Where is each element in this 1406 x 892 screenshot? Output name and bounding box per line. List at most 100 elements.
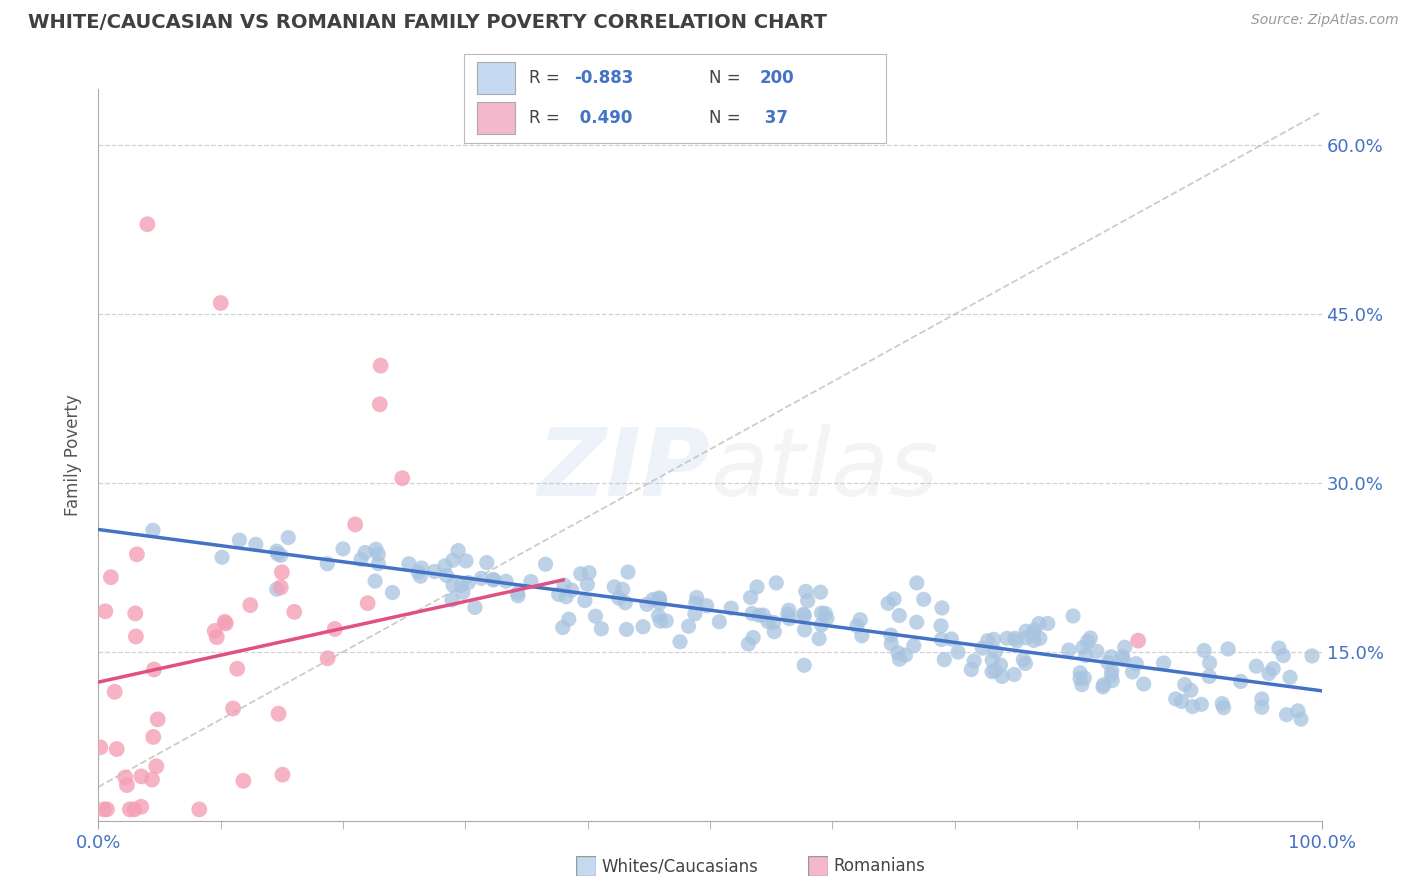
Point [880, 628, 903, 642]
Point [612, 582, 634, 597]
Point [903, 639, 925, 653]
Point [356, 596, 378, 610]
Point [752, 608, 775, 623]
Point [1069, 665, 1091, 680]
Point [877, 596, 900, 610]
Point [441, 578, 464, 592]
Point [232, 773, 254, 788]
Text: Romanians: Romanians [834, 857, 925, 875]
Point [889, 652, 911, 666]
Point [748, 608, 770, 623]
Point [104, 685, 127, 699]
Point [1057, 643, 1080, 657]
Point [436, 568, 458, 582]
Point [1250, 700, 1272, 714]
Point [815, 611, 838, 625]
Point [1128, 633, 1150, 648]
Text: R =: R = [530, 69, 560, 87]
Point [245, 537, 267, 551]
Point [763, 624, 786, 639]
Text: Source: ZipAtlas.com: Source: ZipAtlas.com [1251, 13, 1399, 28]
Point [669, 634, 692, 648]
Point [643, 592, 665, 607]
Point [793, 608, 815, 623]
Point [1257, 666, 1279, 681]
Point [1005, 634, 1028, 648]
Point [1022, 626, 1045, 640]
Text: R =: R = [530, 109, 560, 127]
Point [323, 622, 346, 636]
Point [277, 531, 299, 545]
Point [741, 607, 763, 621]
Point [267, 706, 290, 721]
Point [990, 658, 1012, 673]
Point [912, 592, 935, 607]
Point [1170, 694, 1192, 708]
Text: ZIP: ZIP [537, 424, 710, 516]
Point [1091, 680, 1114, 694]
Point [470, 571, 492, 585]
Point [745, 580, 768, 594]
Point [105, 742, 128, 756]
Point [614, 596, 637, 610]
Point [983, 632, 1005, 647]
Point [1192, 643, 1215, 657]
Point [931, 632, 953, 647]
Point [778, 603, 800, 617]
Point [1198, 669, 1220, 683]
Point [270, 566, 292, 580]
Point [1085, 644, 1108, 658]
Point [520, 574, 543, 589]
Point [1301, 648, 1323, 663]
Point [316, 557, 339, 571]
Point [561, 582, 583, 597]
Point [1078, 631, 1101, 645]
Point [411, 561, 433, 575]
Point [129, 799, 152, 814]
Text: N =: N = [709, 69, 740, 87]
Point [506, 589, 529, 603]
Point [211, 550, 233, 565]
Point [115, 778, 138, 792]
Point [1022, 633, 1045, 648]
Point [96, 802, 118, 816]
Text: WHITE/CAUCASIAN VS ROMANIAN FAMILY POVERTY CORRELATION CHART: WHITE/CAUCASIAN VS ROMANIAN FAMILY POVER… [28, 13, 827, 32]
Point [934, 652, 956, 666]
Point [963, 654, 986, 668]
Point [810, 606, 832, 620]
Point [145, 759, 167, 773]
Point [367, 557, 389, 571]
Point [648, 596, 671, 610]
Point [1077, 634, 1099, 648]
Point [1112, 652, 1135, 666]
Point [1275, 707, 1298, 722]
Point [1092, 678, 1115, 692]
Point [370, 359, 392, 373]
Point [441, 553, 464, 567]
Point [124, 607, 146, 621]
Point [794, 584, 817, 599]
Point [776, 607, 799, 621]
Point [441, 593, 464, 607]
Point [94, 604, 117, 618]
Point [648, 591, 671, 605]
Point [984, 664, 1007, 678]
Point [482, 573, 505, 587]
Point [1121, 665, 1143, 679]
Point [368, 397, 391, 411]
Point [146, 712, 169, 726]
Point [995, 631, 1018, 645]
Point [1286, 704, 1309, 718]
Point [131, 769, 153, 783]
Point [793, 658, 815, 673]
Point [270, 580, 292, 594]
Point [266, 582, 288, 597]
Point [271, 767, 294, 781]
Point [762, 615, 785, 630]
Text: 200: 200 [759, 69, 794, 87]
Bar [477, 62, 515, 94]
Point [1181, 699, 1204, 714]
Point [591, 622, 613, 636]
Point [1132, 677, 1154, 691]
Point [391, 471, 413, 485]
